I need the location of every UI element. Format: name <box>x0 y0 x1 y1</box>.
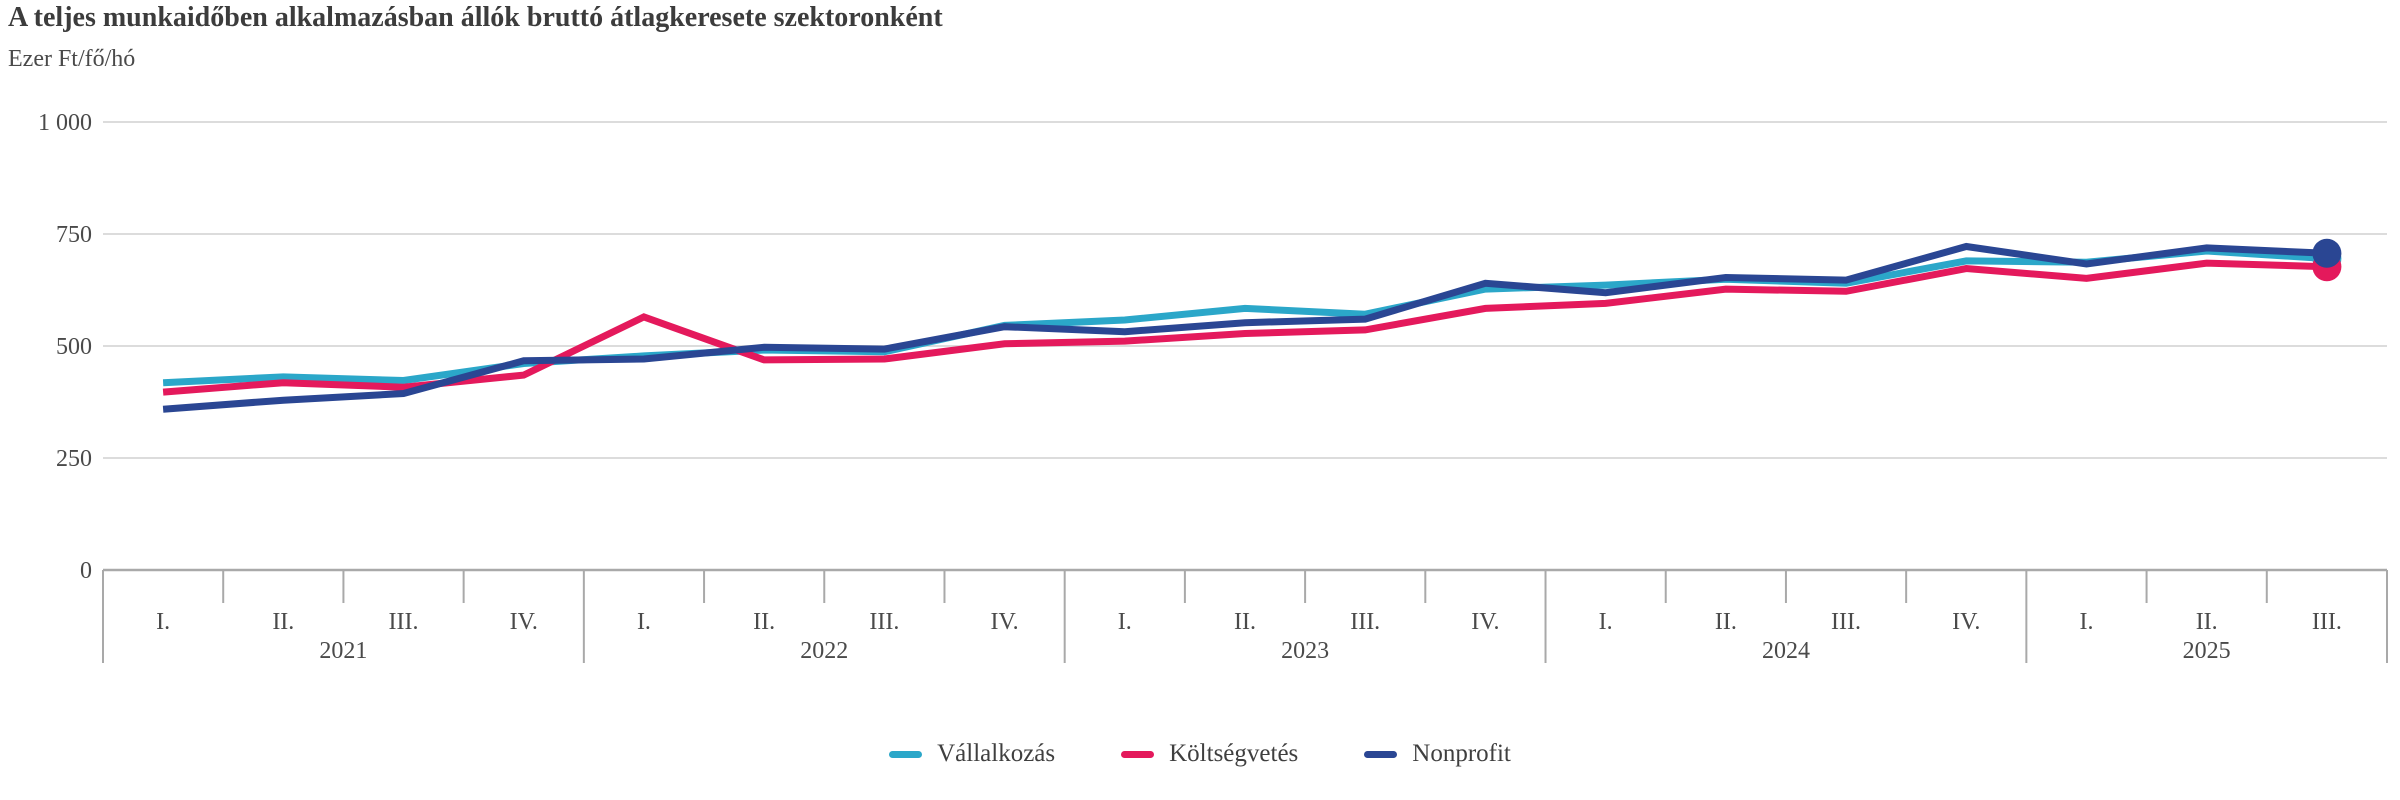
x-quarter-label: III. <box>389 609 419 635</box>
legend-dash-icon <box>1364 750 1398 758</box>
x-quarter-label: III. <box>1350 609 1380 635</box>
y-axis-unit-label: Ezer Ft/fő/hó <box>8 46 136 72</box>
y-tick-label: 750 <box>56 222 92 248</box>
x-quarter-label: II. <box>753 609 775 635</box>
x-quarter-label: IV. <box>510 609 538 635</box>
series-line-költségvetés <box>162 259 2328 396</box>
legend-dash-icon <box>1121 750 1155 758</box>
x-year-label: 2021 <box>319 638 367 664</box>
x-quarter-label: I. <box>637 609 651 635</box>
x-quarter-label: IV. <box>990 609 1018 635</box>
legend-item-nonprofit[interactable]: Nonprofit <box>1364 740 1511 768</box>
legend-label: Költségvetés <box>1169 740 1299 767</box>
y-tick-label: 0 <box>80 558 92 584</box>
x-quarter-label: III. <box>2312 609 2342 635</box>
legend-label: Vállalkozás <box>937 740 1056 767</box>
end-marker-nonprofit <box>2312 238 2342 268</box>
legend-item-vállalkozás[interactable]: Vállalkozás <box>889 740 1055 768</box>
x-quarter-label: II. <box>1715 609 1737 635</box>
y-tick-label: 250 <box>56 446 92 472</box>
x-year-label: 2022 <box>800 638 848 664</box>
x-quarter-label: II. <box>272 609 294 635</box>
x-quarter-label: IV. <box>1471 609 1499 635</box>
x-quarter-label: I. <box>1118 609 1132 635</box>
y-tick-label: 1 000 <box>38 110 92 136</box>
x-quarter-label: II. <box>1234 609 1256 635</box>
x-quarter-label: IV. <box>1952 609 1980 635</box>
legend: Vállalkozás Költségvetés Nonprofit <box>0 740 2400 768</box>
legend-label: Nonprofit <box>1412 740 1511 767</box>
x-quarter-label: III. <box>1831 609 1861 635</box>
x-year-label: 2025 <box>2183 638 2231 664</box>
chart-title: A teljes munkaidőben alkalmazásban állók… <box>8 2 943 33</box>
legend-item-költségvetés[interactable]: Költségvetés <box>1121 740 1298 768</box>
legend-dash-icon <box>889 750 923 758</box>
series-line-nonprofit <box>162 242 2328 413</box>
x-quarter-label: I. <box>1599 609 1613 635</box>
x-quarter-label: I. <box>156 609 170 635</box>
x-quarter-label: I. <box>2079 609 2093 635</box>
x-quarter-label: III. <box>869 609 899 635</box>
x-year-label: 2024 <box>1762 638 1810 664</box>
x-year-label: 2023 <box>1281 638 1329 664</box>
y-tick-label: 500 <box>56 334 92 360</box>
x-quarter-label: II. <box>2196 609 2218 635</box>
